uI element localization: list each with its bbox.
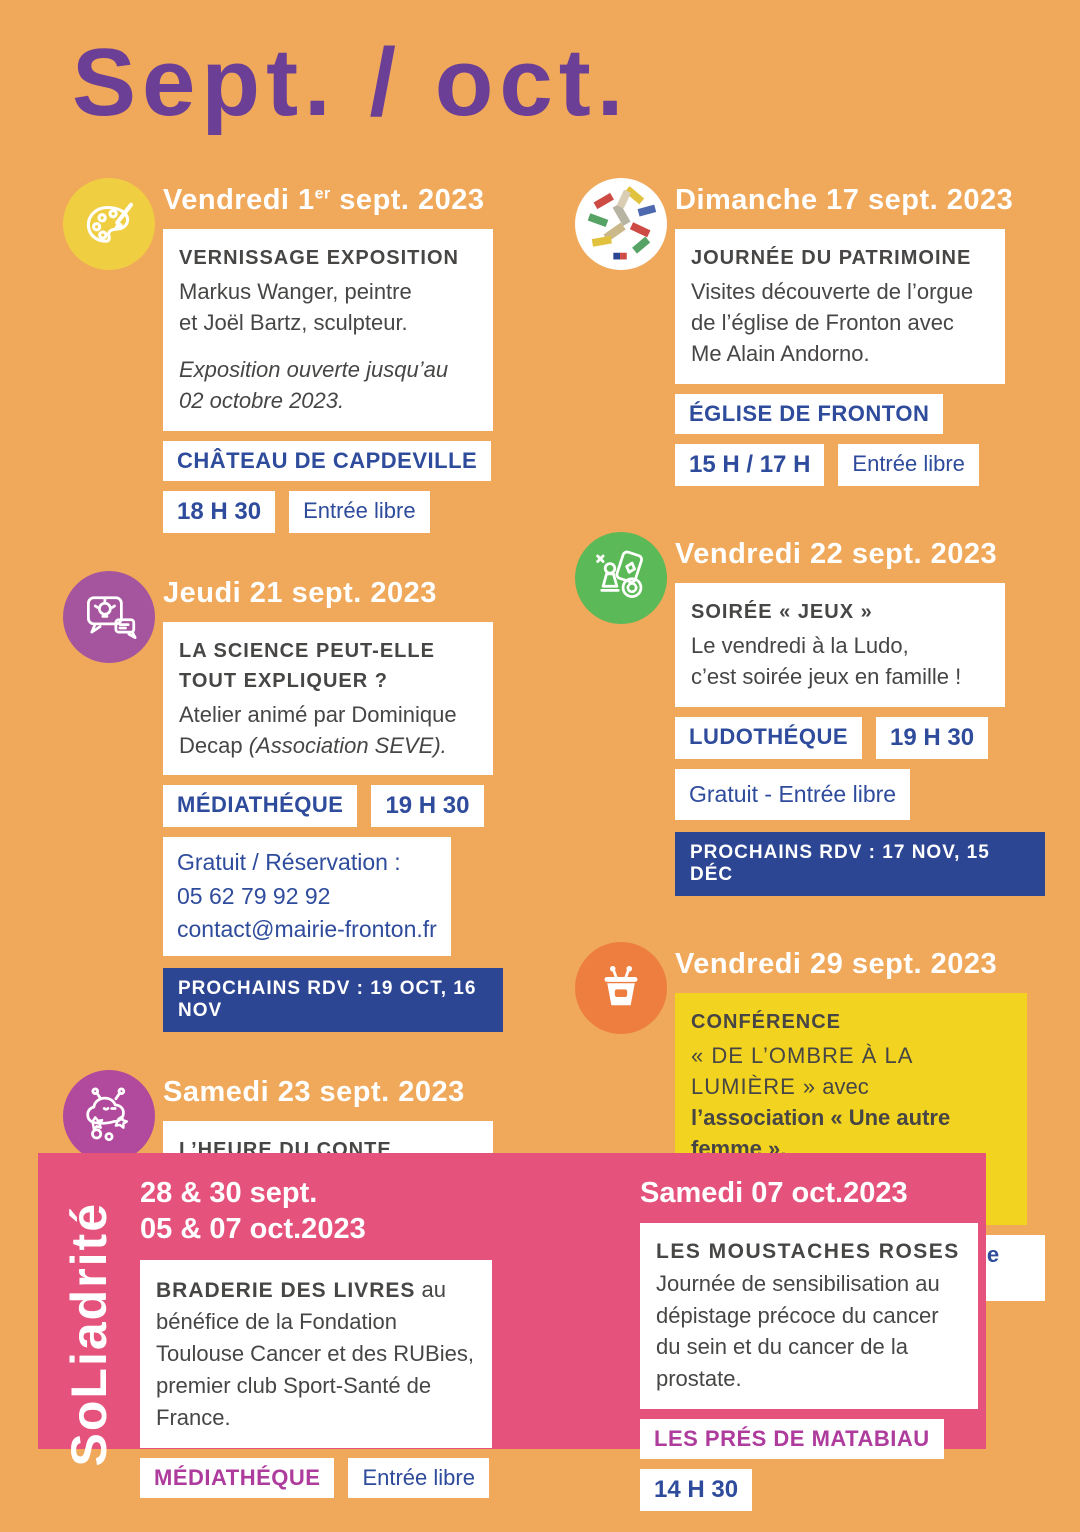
banner-event-body: Journée de sensibilisation au dépistage … (656, 1270, 940, 1392)
event-body: Markus Wanger, peintre et Joël Bartz, sc… (179, 279, 412, 336)
event-jeux: Vendredi 22 sept. 2023 SOIRÉE « JEUX » L… (575, 531, 1045, 897)
event-card: JOURNÉE DU PATRIMOINE Visites découverte… (675, 229, 1005, 384)
banner-event-moustaches: Samedi 07 oct.2023 LES MOUSTACHES ROSES … (640, 1167, 986, 1512)
solidarity-banner: SoLiadrité 28 & 30 sept. 05 & 07 oct.202… (38, 1153, 986, 1512)
event-title: SOIRÉE « JEUX » (691, 601, 873, 624)
time-badge: 19 H 30 (371, 785, 484, 828)
venue-badge: LUDOTHÉQUE (675, 716, 862, 759)
entry-badge: Entrée libre (348, 1457, 489, 1498)
event-date: Vendredi 29 sept. 2023 (675, 948, 998, 981)
venue-badge: MÉDIATHÉQUE (163, 785, 358, 828)
next-dates-banner: PROCHAINS RDV : 19 OCT, 16 NOV (163, 967, 503, 1032)
event-title: JOURNÉE DU PATRIMOINE (691, 247, 972, 270)
next-dates-banner: PROCHAINS RDV : 17 NOV, 15 DÉC (675, 832, 1045, 897)
board-games-icon (575, 531, 667, 624)
palette-icon (63, 178, 155, 270)
lectern-icon (575, 942, 667, 1035)
speech-bubbles-bulb-icon (63, 570, 155, 663)
event-note: Exposition ouverte jusqu’au 02 octobre 2… (179, 356, 449, 413)
banner-event-card: BRADERIE DES LIVRES au bénéfice de la Fo… (140, 1259, 492, 1448)
event-vernissage: Vendredi 1er sept. 2023 VERNISSAGE EXPOS… (63, 178, 503, 533)
banner-event-date: Samedi 07 oct.2023 (640, 1177, 908, 1209)
event-card: VERNISSAGE EXPOSITION Markus Wanger, pei… (163, 229, 493, 431)
entry-badge: Entrée libre (289, 490, 430, 533)
event-date: Vendredi 22 sept. 2023 (675, 537, 998, 570)
time-badge: 14 H 30 (640, 1469, 753, 1512)
info-card: Gratuit / Réservation : 05 62 79 92 92 c… (163, 837, 451, 956)
event-body: Le vendredi à la Ludo, c’est soirée jeux… (691, 633, 962, 689)
event-patrimoine: Dimanche 17 sept. 2023 JOURNÉE DU PATRIM… (575, 178, 1045, 486)
banner-event-title: BRADERIE DES LIVRES (156, 1278, 416, 1302)
event-date: Vendredi 1er sept. 2023 (163, 184, 485, 216)
entry-badge: Entrée libre (838, 443, 979, 486)
banner-event-body: au bénéfice de la Fondation Toulouse Can… (156, 1276, 474, 1430)
event-date: Samedi 23 sept. 2023 (163, 1075, 465, 1108)
time-badge: 15 H / 17 H (675, 443, 825, 486)
event-science: Jeudi 21 sept. 2023 LA SCIENCE PEUT-ELLE… (63, 570, 503, 1032)
event-title: LA SCIENCE PEUT-ELLE TOUT EXPLIQUER ? (179, 639, 435, 692)
time-badge: 18 H 30 (163, 490, 276, 533)
venue-badge: LES PRÉS DE MATABIAU (640, 1419, 944, 1460)
banner-event-title: LES MOUSTACHES ROSES (656, 1240, 960, 1264)
venue-badge: MÉDIATHÉQUE (140, 1457, 335, 1498)
venue-badge: ÉGLISE DE FRONTON (675, 393, 944, 434)
info-card: Gratuit - Entrée libre (675, 768, 911, 821)
event-card: SOIRÉE « JEUX » Le vendredi à la Ludo, c… (675, 583, 1005, 707)
page-title: Sept. / oct. (72, 29, 630, 136)
event-title: VERNISSAGE EXPOSITION (179, 247, 459, 270)
event-body: « DE L’OMBRE À LA LUMIÈRE » avec l’associ… (691, 1043, 951, 1161)
solidarity-label: SoLiadrité (61, 1201, 117, 1467)
event-body: Visites découverte de l’orgue de l’églis… (691, 279, 974, 366)
event-date: Dimanche 17 sept. 2023 (675, 184, 1014, 216)
heritage-confetti-icon (575, 178, 667, 270)
cloud-character-icon (63, 1069, 155, 1162)
event-body: Atelier animé par Dominique Decap (Assoc… (179, 701, 457, 758)
event-card: LA SCIENCE PEUT-ELLE TOUT EXPLIQUER ? At… (163, 621, 493, 776)
event-title: CONFÉRENCE (691, 1011, 842, 1034)
banner-event-dates: 28 & 30 sept. 05 & 07 oct.2023 (140, 1177, 366, 1246)
venue-badge: CHÂTEAU DE CAPDEVILLE (163, 440, 492, 481)
event-date: Jeudi 21 sept. 2023 (163, 576, 437, 609)
banner-event-braderie: 28 & 30 sept. 05 & 07 oct.2023 BRADERIE … (140, 1167, 640, 1511)
time-badge: 19 H 30 (876, 716, 989, 759)
banner-event-card: LES MOUSTACHES ROSES Journée de sensibil… (640, 1223, 978, 1410)
